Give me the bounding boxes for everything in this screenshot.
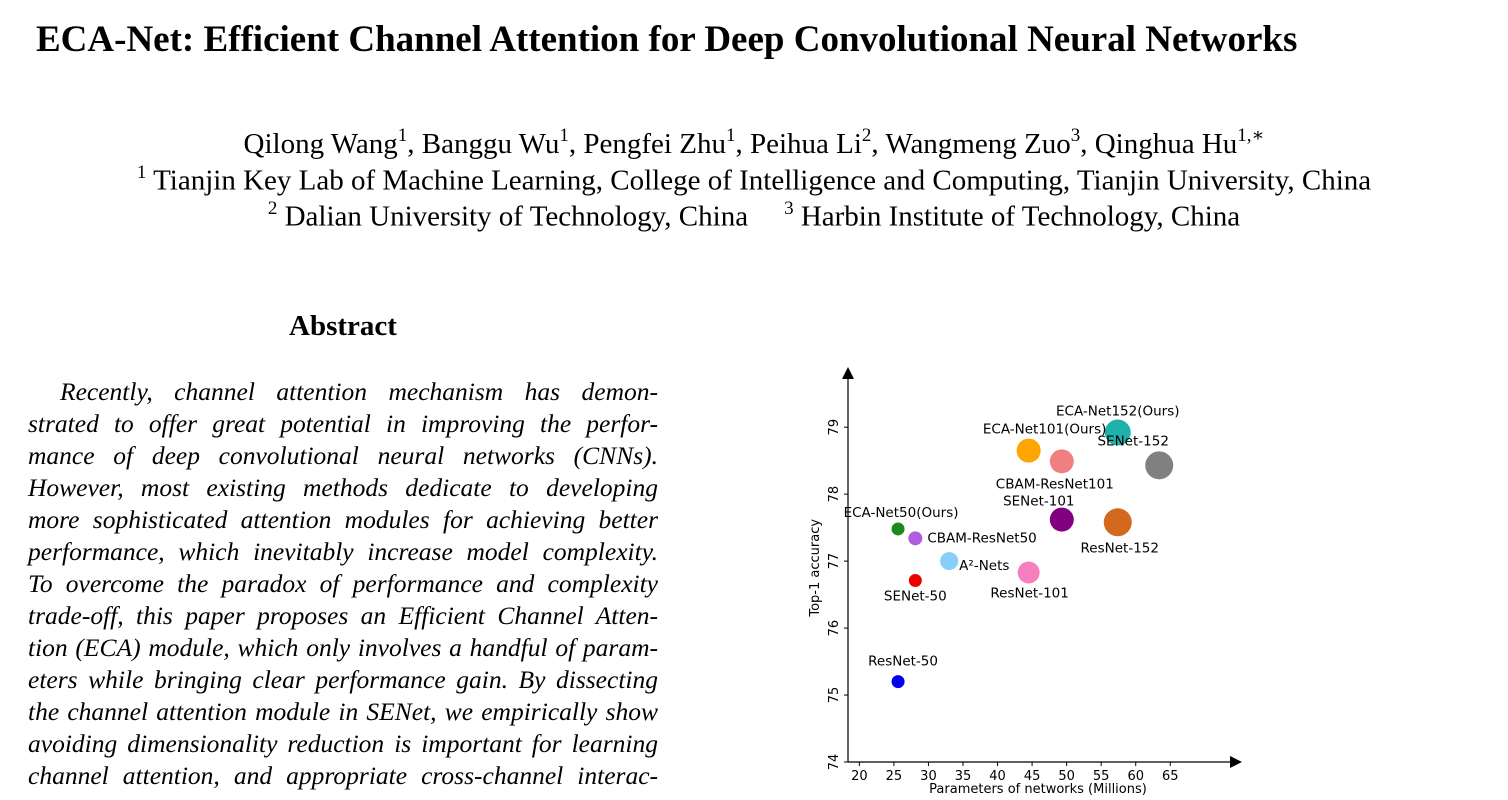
abstract-line: To overcome the paradox of performance a… xyxy=(28,569,658,598)
x-axis-label: Parameters of networks (Millions) xyxy=(929,782,1147,797)
scatter-point xyxy=(908,574,922,588)
scatter-point xyxy=(1017,561,1040,584)
y-tick-label: 74 xyxy=(827,754,842,771)
chart-points xyxy=(891,419,1174,689)
y-axis-arrow xyxy=(842,367,854,379)
x-tick-label: 25 xyxy=(886,769,903,784)
scatter-point xyxy=(891,675,905,689)
abstract-line: eters while bringing clear performance g… xyxy=(28,665,658,694)
y-axis-label: Top-1 accuracy xyxy=(808,519,823,618)
accuracy-vs-params-chart: 20 25 30 35 40 45 50 55 60 65 74 75 76 77 78 79 ResNet-… xyxy=(808,367,1242,797)
y-tick-label: 77 xyxy=(827,553,842,570)
point-label: CBAM-ResNet50 xyxy=(927,530,1036,546)
scatter-point xyxy=(1016,438,1041,463)
point-label: ResNet-101 xyxy=(990,585,1068,601)
x-tick-label: 65 xyxy=(1162,769,1179,784)
x-tick-label: 60 xyxy=(1127,769,1144,784)
point-label: ECA-Net152(Ours) xyxy=(1056,404,1180,420)
author-list: Qilong Wang1, Banggu Wu1, Pengfei Zhu1, … xyxy=(243,125,1265,160)
abstract-line: channel attention, and appropriate cross… xyxy=(28,761,658,790)
scatter-point xyxy=(940,552,959,571)
point-label: ResNet-50 xyxy=(868,654,938,670)
author: Wangmeng Zuo3 xyxy=(885,125,1081,160)
paper-title: ECA-Net: Efficient Channel Attention for… xyxy=(36,19,1298,60)
x-tick-label: 40 xyxy=(989,769,1006,784)
scatter-point xyxy=(1049,449,1074,474)
abstract-line: tion (ECA) module, which only involves a… xyxy=(28,633,658,662)
author: Qilong Wang1 xyxy=(243,125,408,160)
point-label: SENet-50 xyxy=(884,589,947,605)
abstract-line: strated to offer great potential in impr… xyxy=(28,409,658,438)
affiliation-2-3: 2 Dalian University of Technology, China… xyxy=(267,198,1241,233)
scatter-point xyxy=(1049,507,1074,532)
author: Qinghua Hu1,∗ xyxy=(1094,125,1265,160)
x-tick-label: 45 xyxy=(1024,769,1041,784)
y-tick-label: 75 xyxy=(827,687,842,704)
y-tick-label: 76 xyxy=(827,620,842,637)
point-label: ECA-Net50(Ours) xyxy=(844,505,959,521)
abstract-heading: Abstract xyxy=(289,310,397,342)
scatter-point xyxy=(891,522,905,536)
abstract-line: mance of deep convolutional neural netwo… xyxy=(28,441,658,470)
x-tick-label: 55 xyxy=(1093,769,1110,784)
affiliation-1: 1 Tianjin Key Lab of Machine Learning, C… xyxy=(136,162,1372,197)
abstract-body: Recently, channel attention mechanism ha… xyxy=(28,376,658,792)
author: Pengfei Zhu1 xyxy=(583,125,736,160)
abstract-line: performance, which inevitably increase m… xyxy=(28,537,658,566)
scatter-point xyxy=(1103,508,1132,537)
x-axis-arrow xyxy=(1230,756,1242,768)
x-tick-label: 35 xyxy=(955,769,972,784)
point-label: CBAM-ResNet101 xyxy=(996,476,1114,492)
author: Peihua Li2 xyxy=(749,125,872,160)
scatter-point xyxy=(908,531,923,546)
abstract-line: the channel attention module in SENet, w… xyxy=(28,697,658,726)
abstract-line: Recently, channel attention mechanism ha… xyxy=(60,377,658,406)
x-tick-label: 50 xyxy=(1058,769,1075,784)
abstract-line: trade-off, this paper proposes an Effici… xyxy=(28,601,658,630)
x-tick-label: 30 xyxy=(920,769,937,784)
point-label: SENet-101 xyxy=(1003,494,1074,510)
y-tick-label: 79 xyxy=(827,419,842,436)
chart-point-labels: ResNet-50 SENet-50 ECA-Net50(Ours) CBAM-Res… xyxy=(844,404,1180,670)
point-label: SENet-152 xyxy=(1097,433,1168,449)
abstract-line: avoiding dimensionality reduction is imp… xyxy=(28,729,658,758)
y-tick-label: 78 xyxy=(827,486,842,503)
point-label: A²-Nets xyxy=(959,558,1009,574)
abstract-line: However, most existing methods dedicate … xyxy=(28,473,658,502)
abstract-line: more sophisticated attention modules for… xyxy=(28,505,658,534)
point-label: ECA-Net101(Ours) xyxy=(983,422,1107,438)
chart-axes: 20 25 30 35 40 45 50 55 60 65 74 75 76 77 78 79 xyxy=(827,367,1242,784)
scatter-point xyxy=(1104,419,1131,446)
scatter-point xyxy=(1145,451,1174,480)
point-label: ResNet-152 xyxy=(1081,540,1159,556)
author: Banggu Wu1 xyxy=(421,125,569,160)
x-tick-label: 20 xyxy=(851,769,868,784)
